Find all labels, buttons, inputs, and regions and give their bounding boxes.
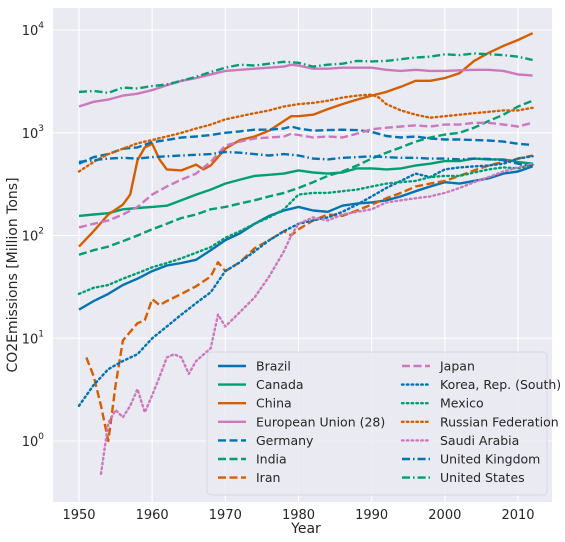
x-tick-label: 1960 (136, 508, 169, 523)
legend-label: United Kingdom (440, 452, 540, 467)
x-tick-label: 2010 (501, 508, 534, 523)
x-axis-label: Year (290, 521, 321, 537)
y-tick-label: 104 (22, 21, 45, 39)
y-tick-label: 100 (22, 432, 45, 450)
legend-label: Japan (439, 359, 475, 374)
y-tick-label: 101 (22, 329, 44, 347)
legend-label: Mexico (440, 396, 484, 411)
legend-label: United States (440, 470, 525, 485)
series-line-saudi-arabia (99, 162, 534, 475)
series-line-korea-rep-south (77, 155, 534, 407)
legend-label: Germany (256, 433, 314, 448)
series-line-brazil (78, 165, 533, 311)
legend-label: Iran (256, 470, 280, 485)
series-line-united-kingdom (78, 150, 533, 168)
series-line-china (78, 32, 534, 248)
series-line-india (78, 99, 534, 256)
series-line-mexico (77, 163, 534, 296)
legend-label: European Union (28) (256, 414, 385, 429)
legend-label: Russian Federation (440, 414, 559, 429)
legend-label: Korea, Rep. (South) (440, 377, 561, 392)
legend-label: Canada (256, 377, 304, 392)
legend-label: India (256, 452, 287, 467)
series-line-canada (78, 157, 533, 218)
series-line-germany (78, 125, 533, 165)
series-line-japan (78, 121, 533, 229)
x-tick-label: 1950 (62, 508, 95, 523)
series-line-russian-federation (77, 93, 534, 173)
legend-label: Saudi Arabia (440, 433, 519, 448)
legend-label: China (256, 396, 292, 411)
x-tick-label: 1990 (355, 508, 388, 523)
y-tick-label: 103 (22, 124, 44, 142)
x-tick-label: 1980 (282, 508, 315, 523)
x-axis-ticks: 1950 1960 1970 1980 1990 2000 2010 (62, 508, 534, 523)
series-line-european-union-28 (78, 63, 533, 108)
y-axis-label: CO2Emissions [Million Tons] (5, 177, 21, 372)
x-tick-label: 1970 (209, 508, 242, 523)
series-line-iran (85, 154, 533, 443)
legend-box (206, 351, 548, 496)
legend-label: Brazil (256, 359, 291, 374)
y-axis-ticks: 100 101 102 103 104 (22, 21, 45, 450)
x-tick-label: 2000 (428, 508, 461, 523)
series-lines (77, 32, 534, 475)
legend: Brazil Canada China European Union (28) Germ… (206, 351, 561, 496)
y-tick-label: 102 (22, 227, 44, 245)
